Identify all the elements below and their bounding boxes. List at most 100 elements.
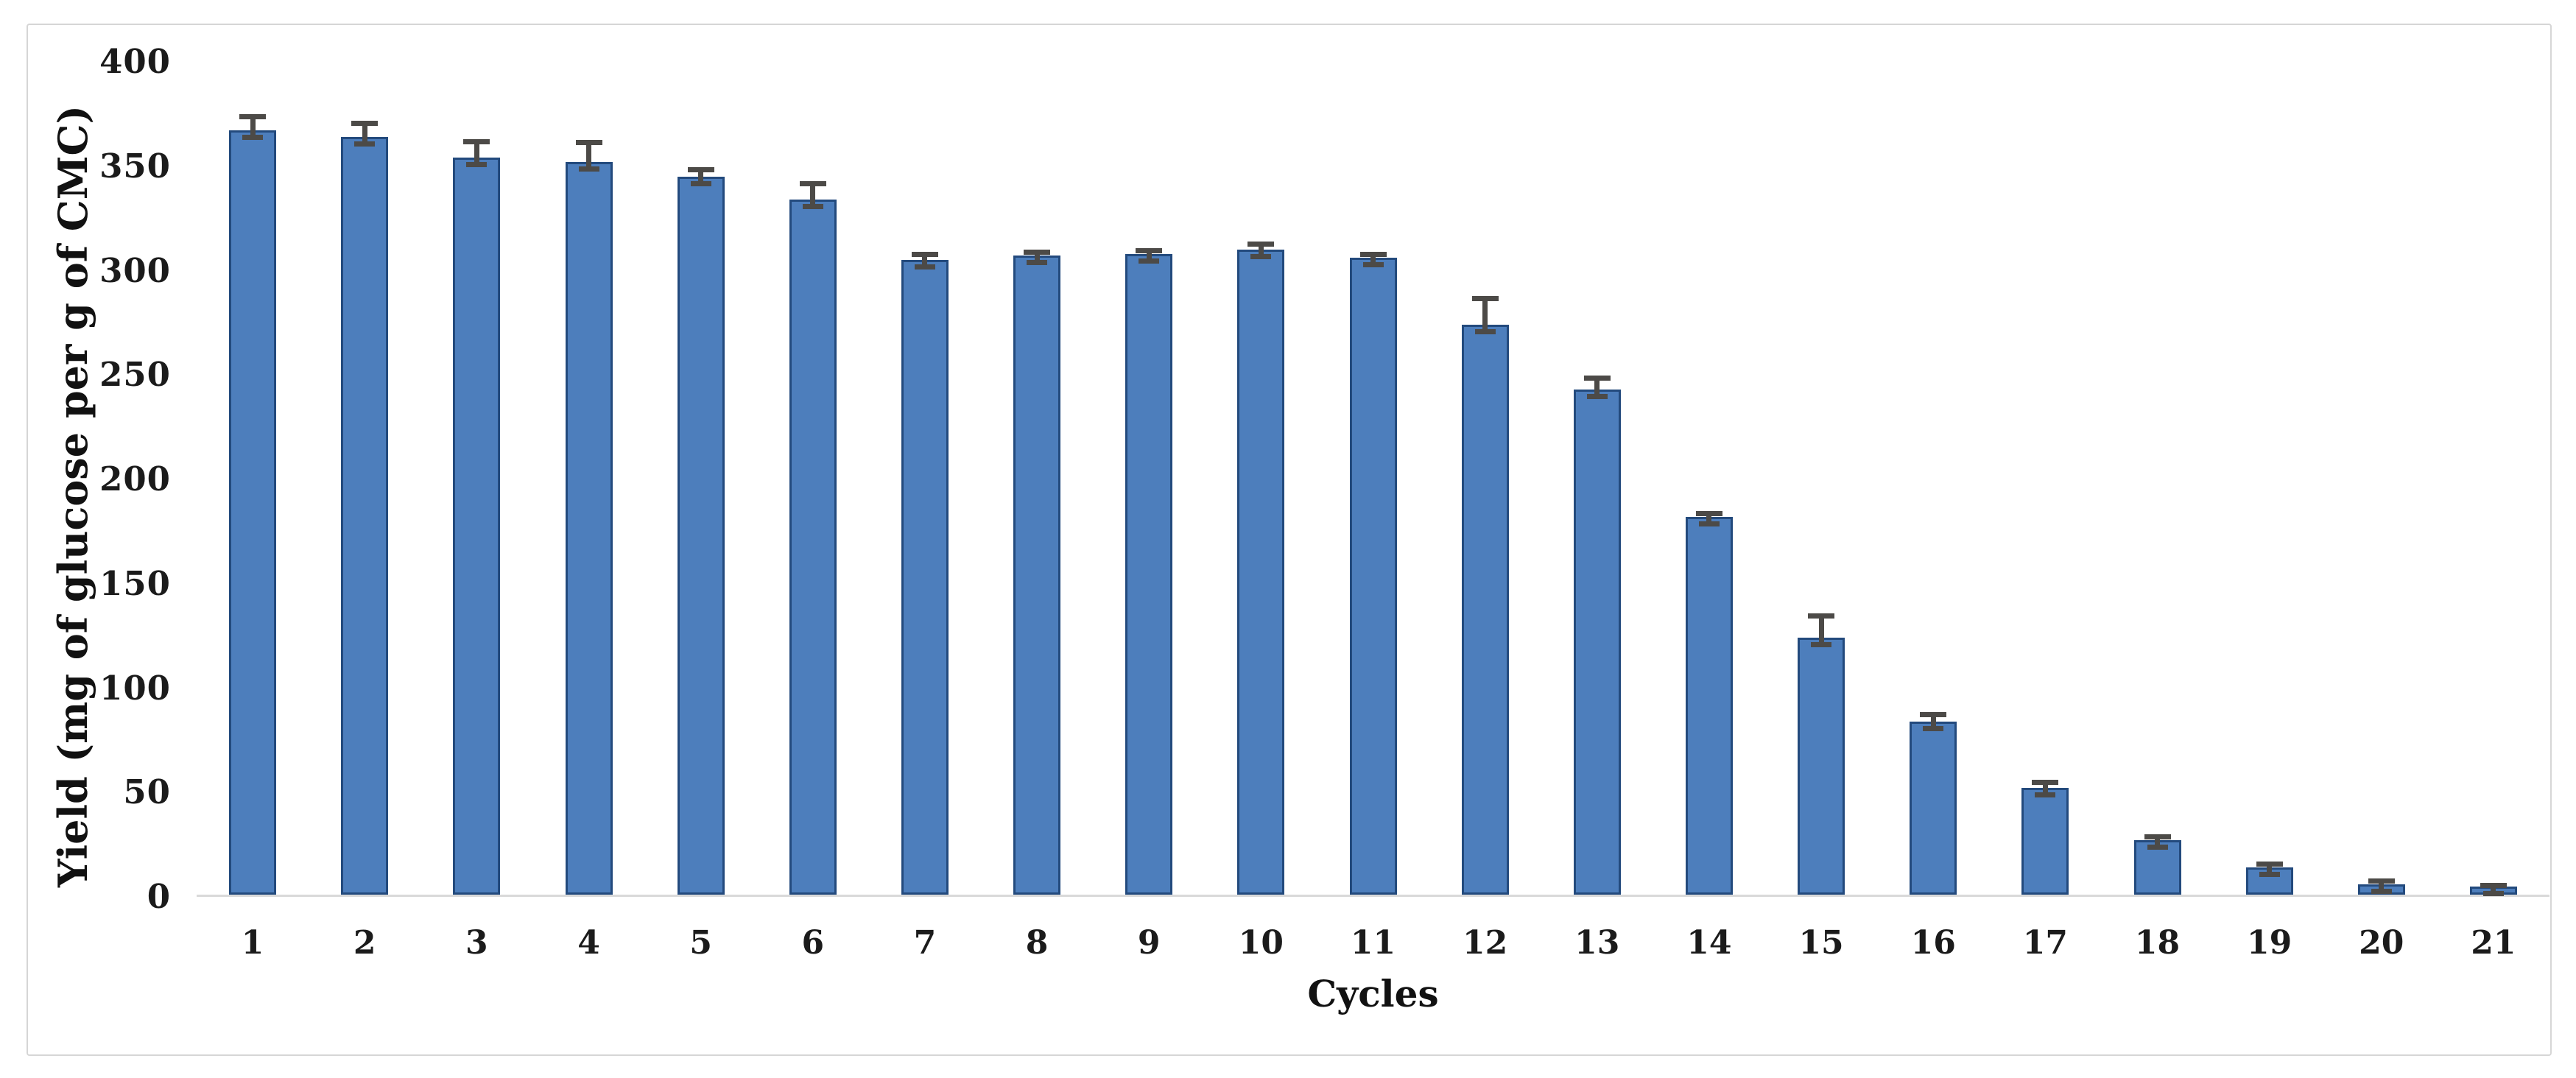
plot-area bbox=[197, 62, 2549, 897]
error-bar-bottom-cap bbox=[2482, 891, 2504, 896]
error-bar-top-cap bbox=[575, 140, 602, 145]
error-bar-bottom-cap bbox=[1811, 642, 1832, 647]
error-bar-bottom-cap bbox=[354, 141, 376, 147]
bar-cycle-17 bbox=[2021, 788, 2069, 895]
x-tick-label: 3 bbox=[465, 924, 488, 962]
error-bar-top-cap bbox=[1695, 511, 1722, 516]
bar-cycle-12 bbox=[1461, 325, 1509, 895]
bar-cycle-15 bbox=[1798, 638, 1845, 895]
error-bar-top-cap bbox=[2368, 878, 2395, 884]
x-tick-label: 17 bbox=[2022, 924, 2068, 962]
x-tick-label: 18 bbox=[2134, 924, 2181, 962]
bar-cycle-10 bbox=[1237, 250, 1285, 895]
error-bar-stem bbox=[586, 144, 591, 172]
error-bar-top-cap bbox=[1583, 376, 1611, 381]
x-tick-label: 1 bbox=[241, 924, 264, 962]
x-tick-label: 20 bbox=[2359, 924, 2404, 962]
error-bar-bottom-cap bbox=[1698, 521, 1720, 526]
error-bar-top-cap bbox=[2256, 862, 2283, 867]
bar-cycle-6 bbox=[789, 200, 837, 895]
bar-cycle-7 bbox=[901, 260, 949, 895]
x-tick-label: 11 bbox=[1350, 924, 1396, 962]
error-bar-stem bbox=[1370, 256, 1376, 267]
error-bar-bottom-cap bbox=[1474, 329, 1496, 334]
error-bar-bottom-cap bbox=[466, 162, 488, 167]
error-bar-top-cap bbox=[1920, 712, 1947, 717]
error-bar-stem bbox=[1034, 253, 1040, 265]
x-tick-label: 16 bbox=[1910, 924, 1956, 962]
error-bar-stem bbox=[1594, 379, 1600, 399]
error-bar-stem bbox=[362, 124, 367, 147]
error-bar-bottom-cap bbox=[802, 204, 823, 209]
error-bar-bottom-cap bbox=[690, 181, 711, 186]
x-tick-label: 7 bbox=[913, 924, 937, 962]
error-bar-top-cap bbox=[1808, 613, 1835, 619]
error-bar-bottom-cap bbox=[1923, 726, 1944, 731]
y-tick-label: 400 bbox=[99, 42, 171, 81]
bar-cycle-4 bbox=[565, 162, 613, 895]
error-bar-stem bbox=[1146, 252, 1152, 264]
error-bar-top-cap bbox=[2480, 883, 2507, 888]
error-bar-stem bbox=[1818, 617, 1824, 647]
bar-cycle-13 bbox=[1573, 390, 1621, 895]
y-tick-label: 50 bbox=[123, 772, 171, 812]
error-bar-bottom-cap bbox=[1027, 260, 1048, 265]
error-bar-stem bbox=[1258, 245, 1264, 259]
error-bar-stem bbox=[2042, 783, 2048, 797]
error-bar-top-cap bbox=[1136, 248, 1163, 253]
error-bar-top-cap bbox=[351, 121, 379, 126]
x-tick-label: 15 bbox=[1798, 924, 1844, 962]
error-bar-bottom-cap bbox=[578, 166, 599, 172]
error-bar-bottom-cap bbox=[914, 264, 935, 270]
y-tick-label: 300 bbox=[99, 250, 171, 290]
error-bar-stem bbox=[474, 143, 479, 167]
error-bar-bottom-cap bbox=[1139, 258, 1160, 264]
error-bar-stem bbox=[2155, 838, 2160, 850]
error-bar-top-cap bbox=[463, 139, 490, 144]
error-bar-stem bbox=[2267, 865, 2273, 877]
error-bar-top-cap bbox=[2144, 834, 2171, 839]
figure-border: Yield (mg of glucose per g of CMC) 0 50 10… bbox=[27, 24, 2552, 1056]
y-tick-label: 150 bbox=[99, 563, 171, 603]
error-bar-bottom-cap bbox=[2259, 872, 2280, 877]
error-bar-top-cap bbox=[2032, 780, 2059, 785]
x-tick-label: 10 bbox=[1238, 924, 1284, 962]
x-tick-label: 5 bbox=[689, 924, 712, 962]
bar-cycle-9 bbox=[1125, 254, 1173, 895]
error-bar-stem bbox=[1930, 716, 1936, 731]
bar-cycle-2 bbox=[341, 137, 389, 895]
y-tick-label: 200 bbox=[99, 459, 171, 499]
error-bar-top-cap bbox=[1024, 250, 1051, 255]
error-bar-bottom-cap bbox=[1362, 262, 1384, 267]
x-tick-label: 4 bbox=[577, 924, 600, 962]
error-bar-bottom-cap bbox=[1250, 254, 1272, 259]
error-bar-bottom-cap bbox=[2371, 889, 2392, 894]
x-tick-label: 13 bbox=[1574, 924, 1620, 962]
error-bar-top-cap bbox=[687, 167, 714, 172]
y-tick-label: 0 bbox=[147, 877, 171, 916]
y-axis-ticks: 0 50 100 150 200 250 300 350 400 bbox=[28, 25, 171, 1054]
error-bar-stem bbox=[922, 256, 928, 270]
error-bar-stem bbox=[250, 118, 256, 140]
error-bar-bottom-cap bbox=[2147, 845, 2168, 850]
error-bar-bottom-cap bbox=[2035, 792, 2056, 797]
x-tick-label: 21 bbox=[2471, 924, 2516, 962]
error-bar-stem bbox=[698, 171, 704, 186]
error-bar-bottom-cap bbox=[1586, 394, 1608, 399]
y-tick-label: 250 bbox=[99, 355, 171, 395]
bar-cycle-16 bbox=[1910, 722, 1957, 895]
error-bar-stem bbox=[2379, 882, 2385, 894]
error-bar-top-cap bbox=[1247, 242, 1275, 247]
error-bar-stem bbox=[1706, 515, 1712, 526]
error-bar-top-cap bbox=[799, 181, 826, 186]
bar-cycle-3 bbox=[453, 158, 501, 895]
bar-cycle-14 bbox=[1685, 517, 1733, 895]
error-bar-bottom-cap bbox=[242, 135, 264, 140]
y-tick-label: 350 bbox=[99, 146, 171, 186]
error-bar-top-cap bbox=[239, 114, 267, 119]
x-tick-label: 8 bbox=[1025, 924, 1049, 962]
bar-cycle-5 bbox=[677, 177, 725, 895]
x-tick-label: 12 bbox=[1463, 924, 1508, 962]
x-tick-label: 19 bbox=[2247, 924, 2292, 962]
x-tick-label: 2 bbox=[353, 924, 376, 962]
